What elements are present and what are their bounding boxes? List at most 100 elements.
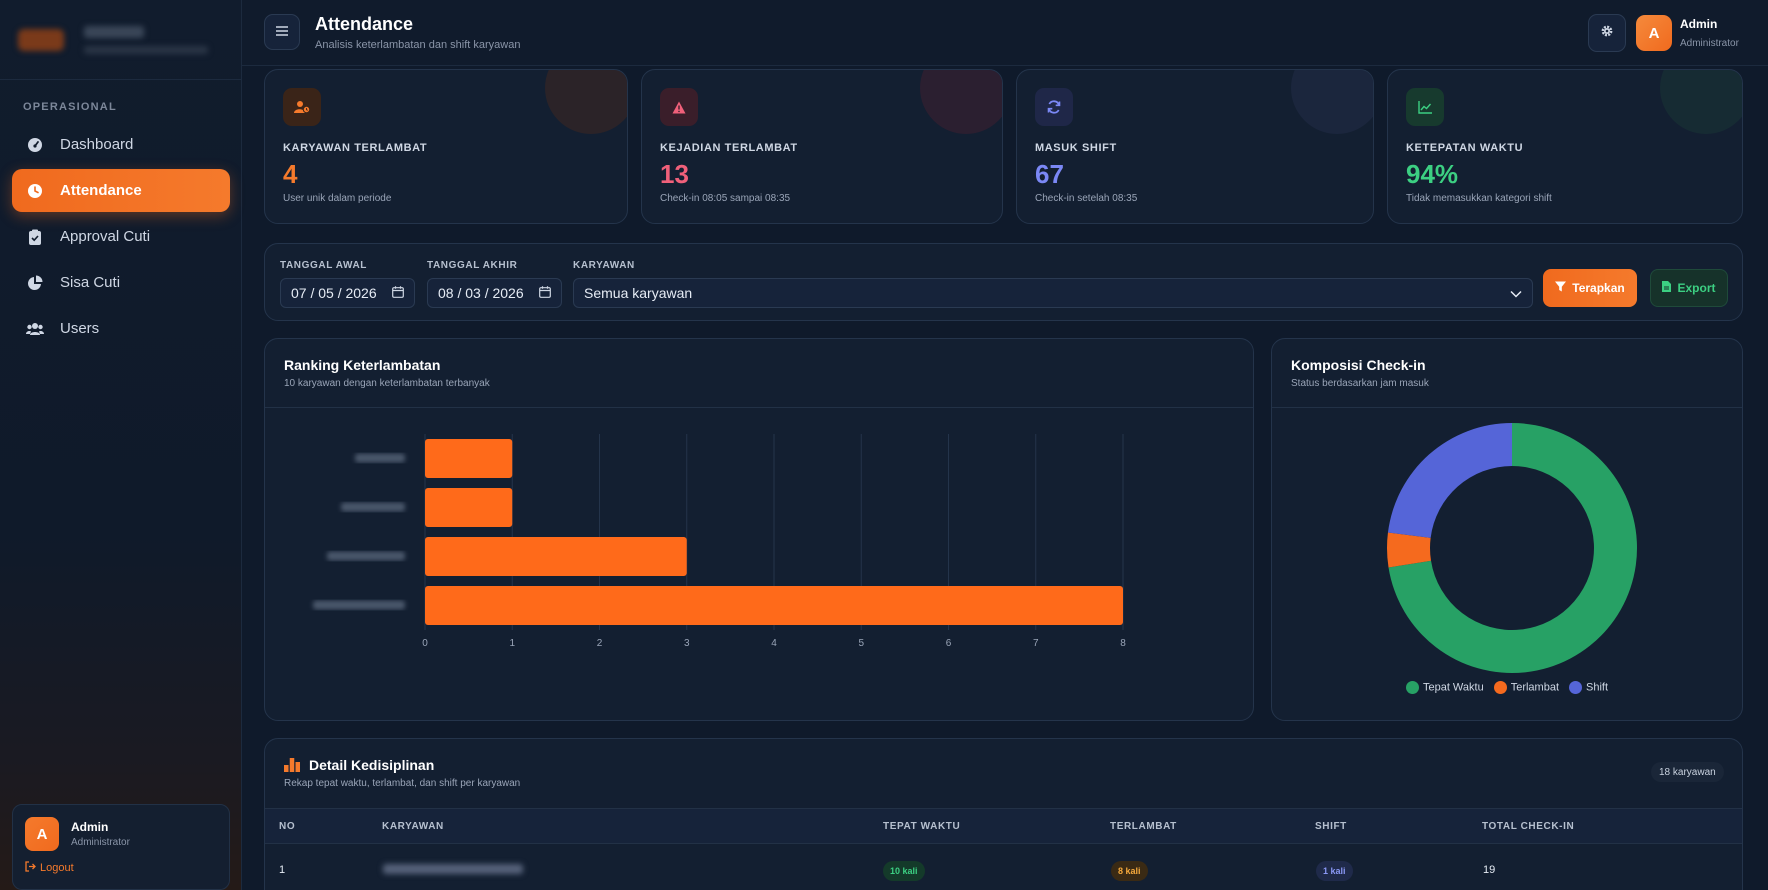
employee-select[interactable]: Semua karyawan xyxy=(573,278,1533,308)
legend-label: Tepat Waktu xyxy=(1422,681,1484,694)
avatar[interactable]: A xyxy=(25,817,59,851)
chart-legend: Tepat Waktu Terlambat Shift xyxy=(1272,681,1742,694)
category-label-redacted xyxy=(327,551,405,561)
category-label-redacted xyxy=(313,600,405,610)
settings-button[interactable] xyxy=(1588,14,1626,52)
donut-slice xyxy=(1387,532,1432,568)
stat-value: 67 xyxy=(1035,159,1064,189)
employee-label: KARYAWAN xyxy=(573,260,635,271)
decorative-circle xyxy=(1660,70,1742,134)
pie-chart-icon xyxy=(26,274,44,292)
apply-filter-button[interactable]: Terapkan xyxy=(1543,269,1637,307)
decorative-circle xyxy=(1291,70,1373,134)
employee-count-badge: 18 karyawan xyxy=(1651,762,1724,782)
stat-value: 4 xyxy=(283,159,298,189)
chart-bars-icon xyxy=(284,758,300,777)
stat-label: KARYAWAN TERLAMBAT xyxy=(283,142,428,154)
sidebar-item-label: Sisa Cuti xyxy=(60,274,121,291)
header-user-role: Administrator xyxy=(1680,38,1739,49)
gear-icon xyxy=(1600,24,1614,43)
stat-label: MASUK SHIFT xyxy=(1035,142,1117,154)
clipboard-check-icon xyxy=(26,228,44,246)
stat-desc: Tidak memasukkan kategori shift xyxy=(1406,193,1552,204)
column-header[interactable]: KARYAWAN xyxy=(382,821,444,832)
stat-value: 94% xyxy=(1406,159,1459,189)
bar xyxy=(425,586,1123,625)
refresh-icon xyxy=(1035,88,1073,126)
column-header[interactable]: SHIFT xyxy=(1315,821,1347,832)
file-icon xyxy=(1662,281,1672,295)
start-date-value: 07 / 05 / 2026 xyxy=(291,285,377,301)
x-tick-label: 0 xyxy=(422,638,428,649)
sidebar-item-dashboard[interactable]: Dashboard xyxy=(12,123,230,166)
employee-select-value: Semua karyawan xyxy=(584,285,693,301)
stat-label: KETEPATAN WAKTU xyxy=(1406,142,1524,154)
employee-name-redacted xyxy=(383,864,523,874)
legend-item-shift[interactable]: Shift xyxy=(1569,681,1608,694)
trend-up-icon xyxy=(1406,88,1444,126)
sidebar-item-users[interactable]: Users xyxy=(12,307,230,350)
apply-label: Terapkan xyxy=(1572,281,1625,295)
x-tick-label: 3 xyxy=(684,638,690,649)
discipline-table-card: Detail Kedisiplinan Rekap tepat waktu, t… xyxy=(264,738,1743,890)
brand-logo xyxy=(18,28,64,51)
divider xyxy=(265,407,1253,408)
export-button[interactable]: Export xyxy=(1650,269,1728,307)
gauge-icon xyxy=(26,136,44,154)
header-avatar[interactable]: A xyxy=(1636,15,1672,51)
x-tick-label: 7 xyxy=(1033,638,1039,649)
column-header[interactable]: TEPAT WAKTU xyxy=(883,821,961,832)
legend-item-on-time[interactable]: Tepat Waktu xyxy=(1405,681,1484,694)
sidebar-item-sisa-cuti[interactable]: Sisa Cuti xyxy=(12,261,230,304)
composition-donut-chart xyxy=(1387,423,1637,673)
column-header[interactable]: TERLAMBAT xyxy=(1110,821,1177,832)
nav-section-label: OPERASIONAL xyxy=(23,101,117,113)
sidebar-nav: Dashboard Attendance Approval Cuti Sisa … xyxy=(12,123,230,353)
page-title: Attendance xyxy=(315,14,414,34)
x-tick-label: 2 xyxy=(597,638,603,649)
x-tick-label: 1 xyxy=(509,638,515,649)
stat-card-late-employees: KARYAWAN TERLAMBAT 4 User unik dalam per… xyxy=(264,69,628,224)
sidebar-user-card: A Admin Administrator Logout xyxy=(12,804,230,890)
legend-label: Shift xyxy=(1586,681,1609,694)
legend-label: Terlambat xyxy=(1510,681,1559,694)
chart-title: Ranking Keterlambatan xyxy=(284,357,441,373)
top-header: Attendance Analisis keterlambatan dan sh… xyxy=(242,0,1768,66)
late-pill: 8 kali xyxy=(1111,861,1148,881)
calendar-icon xyxy=(392,285,404,301)
sidebar-item-label: Approval Cuti xyxy=(60,228,151,245)
menu-toggle-button[interactable] xyxy=(264,14,300,50)
sidebar-item-label: Dashboard xyxy=(60,136,134,153)
stat-card-shift: MASUK SHIFT 67 Check-in setelah 08:35 xyxy=(1016,69,1374,224)
sidebar: OPERASIONAL Dashboard Attendance Approva… xyxy=(0,0,242,890)
logout-link[interactable]: Logout xyxy=(25,861,217,875)
category-label-redacted xyxy=(341,502,405,512)
brand xyxy=(0,0,241,80)
end-date-input[interactable]: 08 / 03 / 2026 xyxy=(427,278,562,308)
chevron-down-icon xyxy=(1510,285,1522,301)
stat-desc: Check-in 08:05 sampai 08:35 xyxy=(660,193,791,204)
divider xyxy=(1272,407,1742,408)
stat-card-punctuality: KETEPATAN WAKTU 94% Tidak memasukkan kat… xyxy=(1387,69,1743,224)
header-user-name: Admin xyxy=(1680,17,1718,31)
category-label-redacted xyxy=(355,453,405,463)
sidebar-item-approval-cuti[interactable]: Approval Cuti xyxy=(12,215,230,258)
hamburger-icon xyxy=(276,23,288,41)
chart-subtitle: Status berdasarkan jam masuk xyxy=(1291,378,1429,389)
logout-icon xyxy=(25,861,36,875)
end-date-label: TANGGAL AKHIR xyxy=(427,260,518,271)
start-date-label: TANGGAL AWAL xyxy=(280,260,368,271)
brand-text-redacted xyxy=(84,25,208,54)
column-header[interactable]: NO xyxy=(279,821,296,832)
sidebar-item-attendance[interactable]: Attendance xyxy=(12,169,230,212)
column-header[interactable]: TOTAL CHECK-IN xyxy=(1482,821,1575,832)
legend-swatch xyxy=(1569,681,1582,694)
export-label: Export xyxy=(1677,281,1716,295)
calendar-icon xyxy=(539,285,551,301)
warning-icon xyxy=(660,88,698,126)
ranking-chart-card: Ranking Keterlambatan 10 karyawan dengan… xyxy=(264,338,1254,721)
start-date-input[interactable]: 07 / 05 / 2026 xyxy=(280,278,415,308)
decorative-circle xyxy=(545,70,627,134)
sidebar-item-label: Attendance xyxy=(60,182,142,199)
legend-item-late[interactable]: Terlambat xyxy=(1493,681,1559,694)
